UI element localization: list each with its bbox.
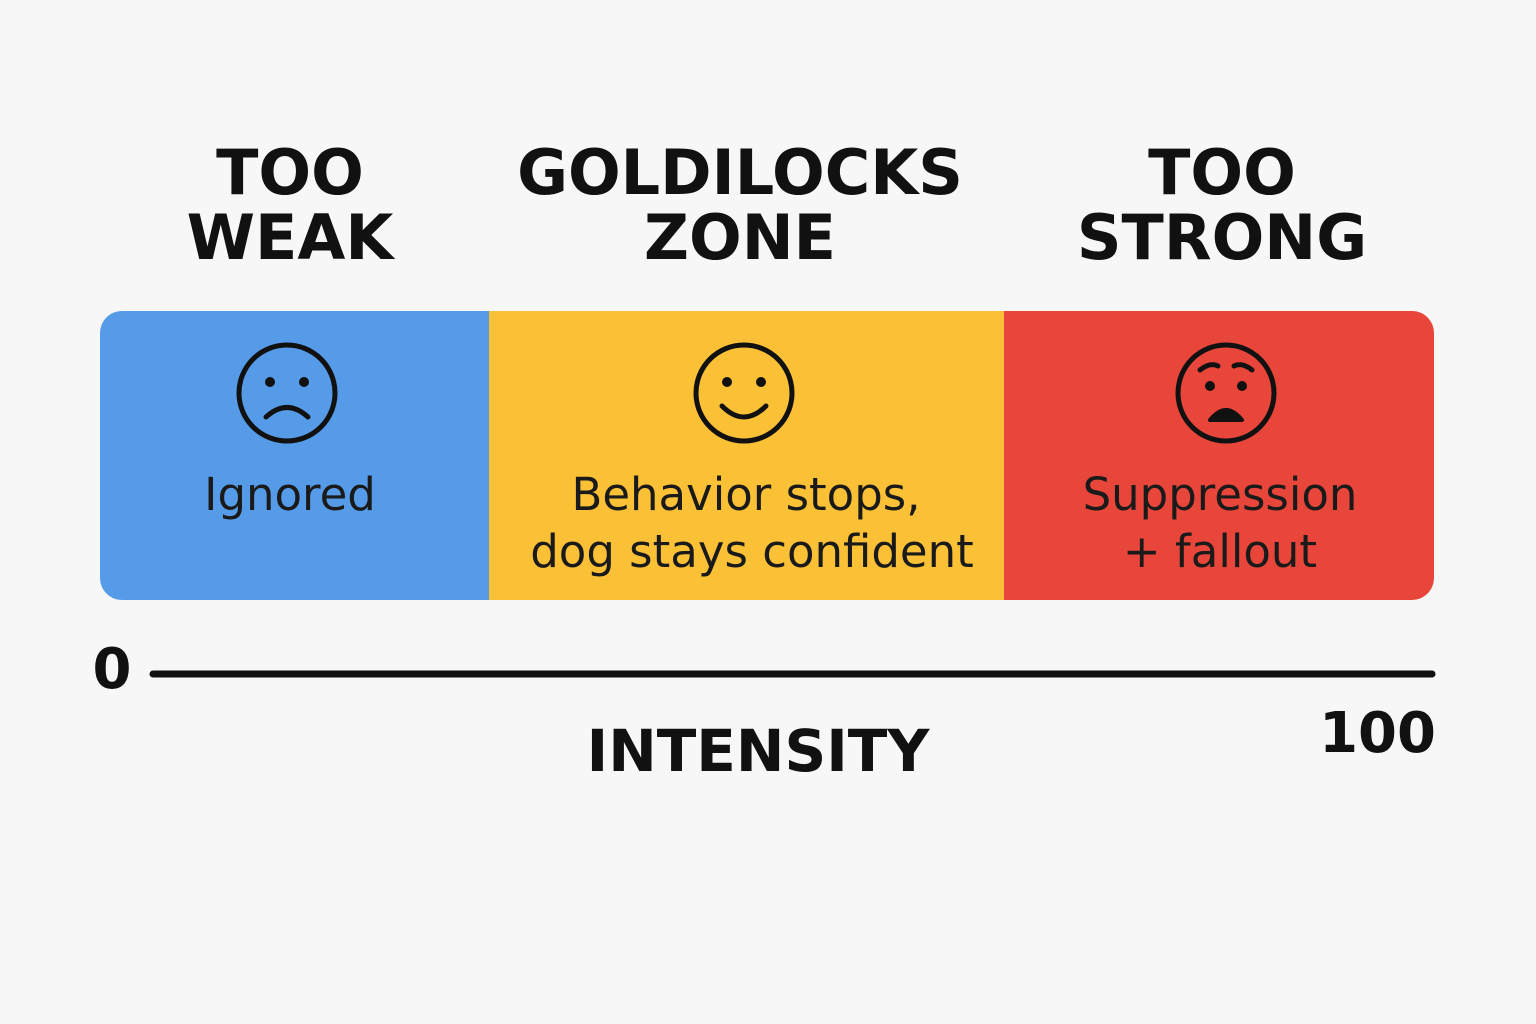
sad-face [236,342,338,444]
zone-description: Behavior stops, [571,468,920,521]
happy-face [693,342,795,444]
zone-title: TOO [216,136,364,209]
axis-label: INTENSITY [587,717,931,785]
zone-strong [1004,311,1434,600]
zone-description: + fallout [1123,525,1317,578]
zone-description: Ignored [204,468,376,521]
zone-bar [100,311,1434,600]
zone-weak [100,311,490,600]
zone-description: dog stays confident [530,525,974,578]
zone-description: Suppression [1083,468,1358,521]
worried-face [1175,342,1277,444]
zone-title: GOLDILOCKS [517,136,963,209]
zone-title: ZONE [644,201,836,274]
axis-min: 0 [93,637,132,702]
zone-title: WEAK [187,201,396,274]
zone-title: STRONG [1077,201,1367,274]
zone-goldilocks [489,311,1005,600]
zone-title: TOO [1148,136,1296,209]
axis-max: 100 [1319,701,1436,766]
